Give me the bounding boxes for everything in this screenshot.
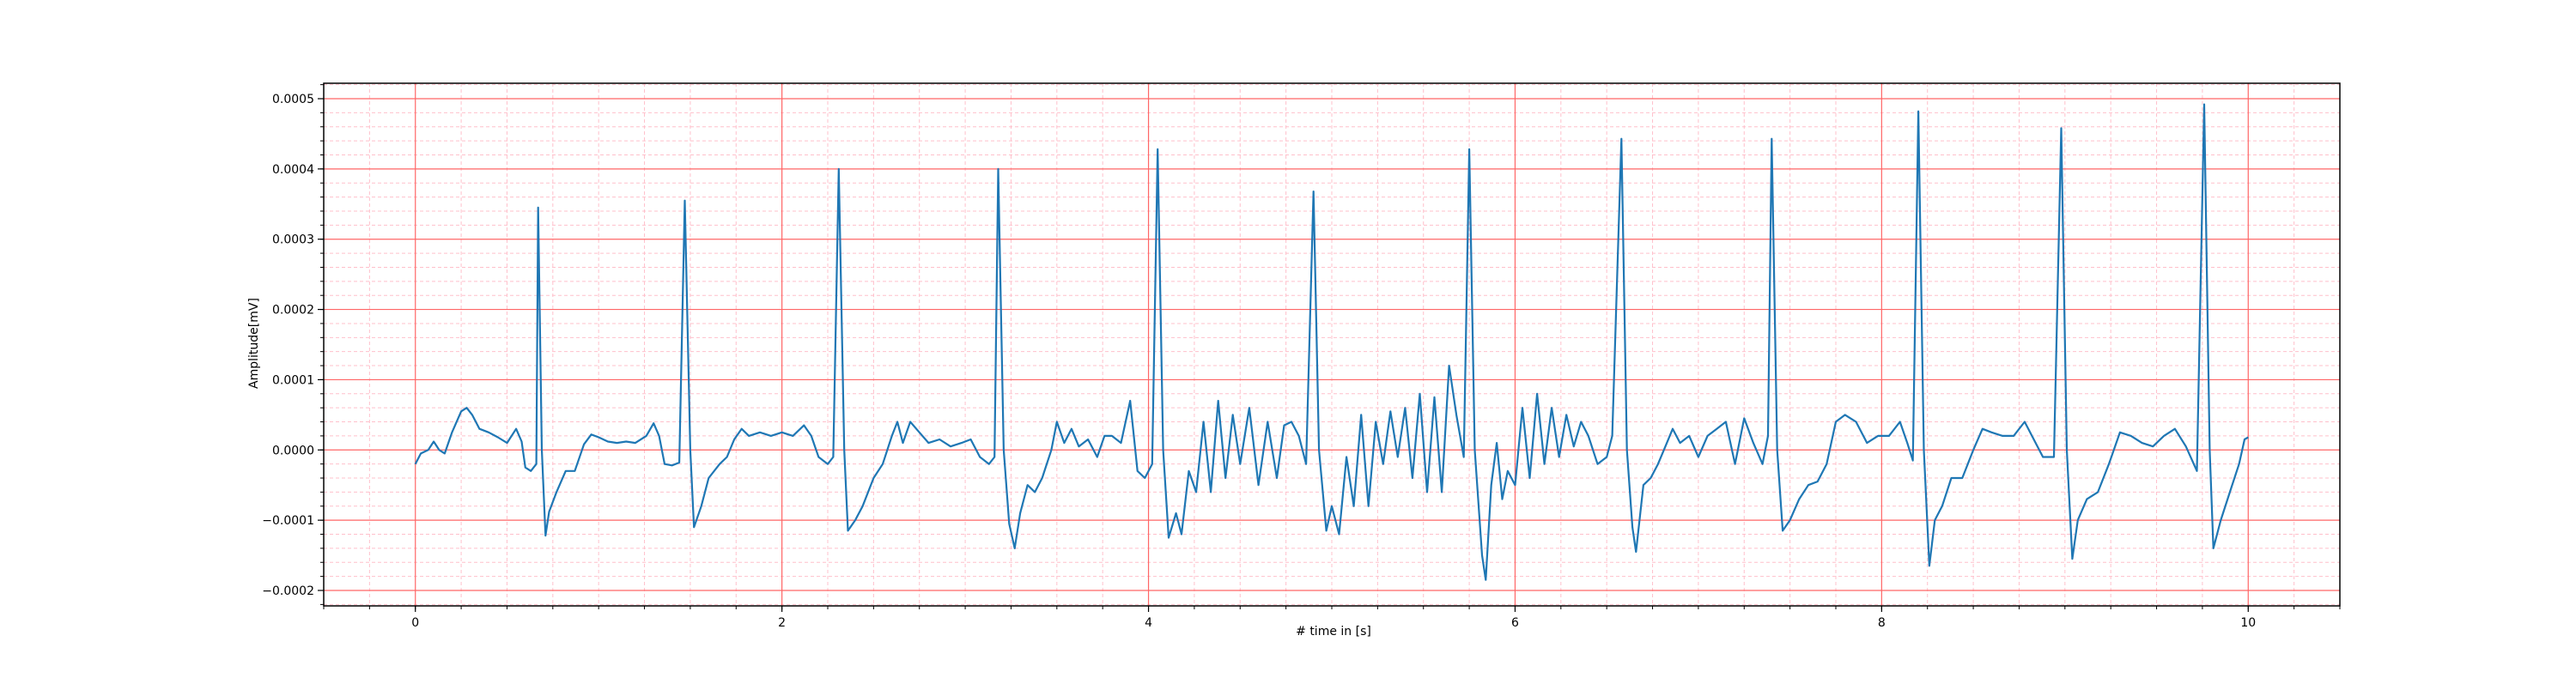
- y-tick-label: 0.0000: [272, 444, 314, 457]
- x-tick-label: 2: [778, 616, 786, 630]
- series-line-1: [414, 103, 2249, 581]
- y-tick-label: 0.0002: [272, 304, 314, 318]
- y-tick-label: 0.0001: [272, 373, 314, 387]
- series-layer: [414, 103, 2249, 581]
- y-tick-label: 0.0005: [272, 93, 314, 106]
- y-tick-label: −0.0001: [262, 514, 314, 528]
- y-axis-label: Amplitude[mV]: [247, 298, 261, 389]
- y-tick-label: 0.0003: [272, 233, 314, 247]
- ticks: 0 2 4 6 8 10 −0.0002 −0.0001 0.0000 0.0001 0.0002 0…: [262, 84, 2341, 630]
- x-tick-label: 10: [2240, 616, 2256, 630]
- y-tick-label: −0.0002: [262, 584, 314, 598]
- x-axis-label: # time in [s]: [1296, 625, 1371, 639]
- x-tick-label: 6: [1511, 616, 1519, 630]
- x-tick-label: 8: [1878, 616, 1886, 630]
- minor-grid: [323, 83, 2341, 606]
- x-tick-label: 0: [411, 616, 419, 630]
- major-grid: [324, 83, 2340, 606]
- x-tick-label: 4: [1145, 616, 1152, 630]
- y-tick-label: 0.0004: [272, 163, 314, 177]
